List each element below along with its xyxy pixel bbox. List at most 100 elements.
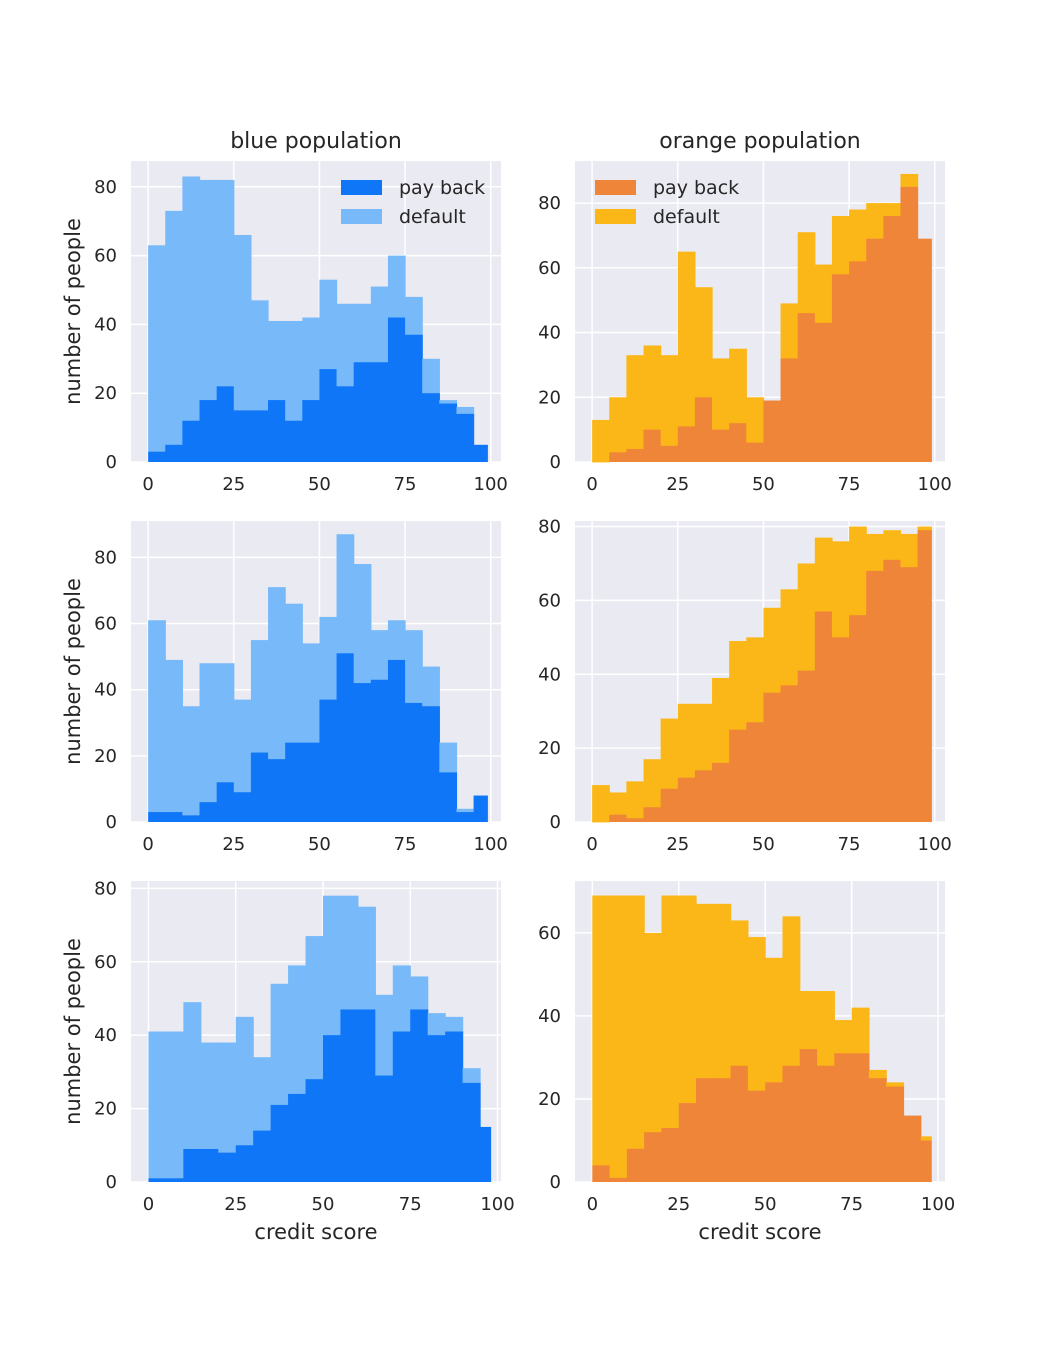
x-tick-label: 0 <box>586 474 597 495</box>
bar-pay-back <box>473 795 488 822</box>
x-tick-label: 25 <box>224 1194 247 1215</box>
bar-default <box>216 663 235 783</box>
bar-default <box>353 564 372 684</box>
y-tick-label: 20 <box>538 738 561 759</box>
bar-default <box>302 317 321 401</box>
y-tick-label: 20 <box>538 1089 561 1110</box>
panel-orange-row3: 0 25 50 75 100 0 20 40 60 credit score <box>538 881 955 1244</box>
x-tick-label: 75 <box>838 474 861 495</box>
bar-default <box>336 534 355 654</box>
bar-pay-back <box>370 679 389 822</box>
bar-pay-back <box>336 653 355 822</box>
x-tick-label: 50 <box>308 474 331 495</box>
bar-default <box>322 895 342 1036</box>
bar-pay-back <box>713 1078 732 1182</box>
bar-pay-back <box>422 393 440 462</box>
y-tick-label: 60 <box>538 258 561 279</box>
bar-pay-back <box>233 410 252 462</box>
bar-default <box>780 303 799 359</box>
bar-pay-back <box>851 1053 870 1182</box>
bar-pay-back <box>148 1178 167 1182</box>
bar-pay-back <box>165 1178 184 1182</box>
bar-pay-back <box>439 403 458 462</box>
bar-pay-back <box>886 1086 905 1182</box>
bar-default <box>900 173 919 188</box>
bar-pay-back <box>200 1148 219 1182</box>
bar-default <box>370 630 389 681</box>
bar-pay-back <box>677 426 696 462</box>
bar-pay-back <box>678 1103 697 1182</box>
legend: pay back default <box>341 177 485 228</box>
bar-default <box>218 1042 237 1154</box>
y-tick-label: 80 <box>94 547 117 568</box>
x-tick-label: 25 <box>666 834 689 855</box>
x-tick-label: 100 <box>918 474 952 495</box>
bar-pay-back <box>900 186 919 463</box>
bar-default <box>422 358 440 394</box>
bar-pay-back <box>480 1126 492 1182</box>
bar-pay-back <box>250 752 269 822</box>
legend: pay back default <box>595 177 739 228</box>
bar-default <box>165 210 183 446</box>
bar-default <box>626 895 645 1150</box>
bar-default <box>456 406 475 415</box>
legend-swatch-default <box>595 209 636 224</box>
bar-pay-back <box>866 238 884 462</box>
bar-pay-back <box>849 261 867 462</box>
bar-pay-back <box>353 683 372 822</box>
bar-default <box>609 792 627 816</box>
bar-pay-back <box>883 216 902 462</box>
bar-pay-back <box>643 807 662 822</box>
x-tick-label: 50 <box>752 474 775 495</box>
y-tick-label: 60 <box>538 590 561 611</box>
bar-pay-back <box>729 423 747 462</box>
bar-default <box>235 1016 254 1146</box>
bar-pay-back <box>592 1165 611 1182</box>
x-axis-label: credit score <box>254 1220 377 1244</box>
bar-default <box>626 781 645 819</box>
bar-default <box>216 179 235 387</box>
bar-default <box>746 637 765 723</box>
y-tick-label: 40 <box>538 323 561 344</box>
y-tick-label: 0 <box>106 1172 117 1193</box>
bar-pay-back <box>165 812 183 822</box>
y-tick-label: 40 <box>94 1025 117 1046</box>
bar-default <box>661 895 680 1129</box>
bar-default <box>422 666 440 707</box>
y-tick-label: 40 <box>94 680 117 701</box>
bar-pay-back <box>799 1049 818 1182</box>
bar-default <box>439 400 458 404</box>
bar-pay-back <box>392 1031 411 1182</box>
col-title-orange: orange population <box>659 129 861 154</box>
bar-default <box>199 663 218 803</box>
bar-default <box>182 176 201 422</box>
bar-pay-back <box>268 400 286 462</box>
bar-pay-back <box>797 313 816 462</box>
bar-default <box>370 286 389 363</box>
bar-default <box>253 1057 272 1132</box>
bar-pay-back <box>199 802 218 822</box>
bar-pay-back <box>148 451 166 462</box>
bar-default <box>592 419 610 463</box>
x-tick-label: 0 <box>587 1194 598 1215</box>
bar-default <box>644 932 663 1133</box>
y-tick-label: 20 <box>538 387 561 408</box>
bar-pay-back <box>165 444 183 462</box>
bar-default <box>712 358 730 431</box>
bar-pay-back <box>814 611 833 822</box>
bar-pay-back <box>694 397 713 462</box>
bar-default <box>165 659 183 813</box>
bar-pay-back <box>694 770 713 822</box>
bar-pay-back <box>831 637 850 822</box>
y-tick-label: 60 <box>94 614 117 635</box>
bar-default <box>405 296 423 336</box>
bar-pay-back <box>746 442 765 462</box>
bar-default <box>712 677 730 764</box>
bar-default <box>917 526 932 531</box>
bar-default <box>782 916 801 1067</box>
panel-orange-row2: 0 25 50 75 100 0 20 40 60 80 <box>538 517 952 855</box>
legend-swatch-default <box>341 209 382 224</box>
bar-default <box>445 1016 464 1032</box>
bar-pay-back <box>660 445 679 462</box>
